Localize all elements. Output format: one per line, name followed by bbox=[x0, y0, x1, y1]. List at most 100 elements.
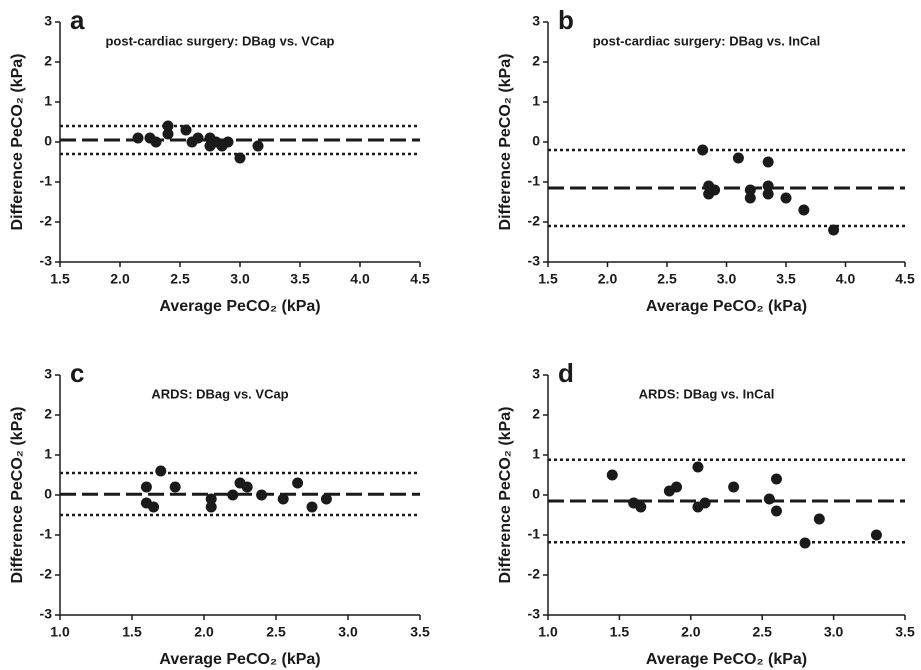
y-tick-label: -2 bbox=[40, 566, 53, 582]
y-tick-label: -2 bbox=[528, 566, 541, 582]
point bbox=[205, 493, 217, 505]
point bbox=[762, 180, 774, 192]
x-tick-label: 3.0 bbox=[338, 624, 358, 640]
chart-title: post-cardiac surgery: DBag vs. VCap bbox=[105, 33, 334, 48]
y-tick-label: 1 bbox=[44, 446, 52, 462]
x-tick-label: 2.5 bbox=[170, 271, 190, 287]
y-axis-title: Difference PeCO₂ (kPa) bbox=[497, 407, 514, 584]
point bbox=[671, 481, 683, 493]
point bbox=[169, 481, 181, 493]
y-tick-label: 2 bbox=[44, 53, 52, 69]
x-axis-title: Average PeCO₂ (kPa) bbox=[646, 651, 807, 668]
point bbox=[813, 513, 825, 525]
chart-title: ARDS: DBag vs. InCal bbox=[639, 386, 775, 401]
x-tick-label: 1.0 bbox=[50, 624, 70, 640]
point bbox=[697, 144, 709, 156]
point bbox=[192, 132, 204, 144]
x-tick-label: 1.0 bbox=[538, 624, 558, 640]
y-tick-label: -3 bbox=[40, 253, 53, 269]
y-tick-label: -2 bbox=[528, 213, 541, 229]
x-tick-label: 3.5 bbox=[410, 624, 430, 640]
chart-title: post-cardiac surgery: DBag vs. InCal bbox=[593, 33, 821, 48]
point bbox=[252, 140, 264, 152]
y-tick-label: 1 bbox=[532, 93, 540, 109]
point bbox=[306, 501, 318, 513]
point bbox=[732, 152, 744, 164]
y-tick-label: -3 bbox=[40, 606, 53, 622]
point bbox=[162, 128, 174, 140]
point bbox=[692, 461, 704, 473]
x-tick-label: 1.5 bbox=[122, 624, 142, 640]
y-tick-label: 1 bbox=[44, 93, 52, 109]
y-axis-title: Difference PeCO₂ (kPa) bbox=[497, 54, 514, 231]
point bbox=[606, 469, 618, 481]
x-tick-label: 3.0 bbox=[717, 271, 737, 287]
x-tick-label: 2.5 bbox=[752, 624, 772, 640]
x-tick-label: 3.5 bbox=[776, 271, 796, 287]
x-tick-label: 2.0 bbox=[110, 271, 130, 287]
x-tick-label: 3.0 bbox=[824, 624, 844, 640]
panel-letter: b bbox=[558, 5, 574, 35]
x-tick-label: 4.5 bbox=[895, 271, 915, 287]
point bbox=[828, 224, 840, 236]
panel-letter: c bbox=[70, 358, 84, 388]
panel-letter: a bbox=[70, 5, 85, 35]
point bbox=[770, 505, 782, 517]
y-tick-label: 0 bbox=[44, 133, 52, 149]
y-tick-label: 3 bbox=[44, 13, 52, 29]
point bbox=[770, 473, 782, 485]
x-axis-title: Average PeCO₂ (kPa) bbox=[159, 298, 320, 315]
point bbox=[320, 493, 332, 505]
y-tick-label: 2 bbox=[532, 406, 540, 422]
point bbox=[699, 497, 711, 509]
point bbox=[709, 184, 721, 196]
point bbox=[780, 192, 792, 204]
x-tick-label: 3.0 bbox=[230, 271, 250, 287]
x-tick-label: 2.0 bbox=[598, 271, 618, 287]
x-tick-label: 4.5 bbox=[410, 271, 430, 287]
x-tick-label: 4.0 bbox=[350, 271, 370, 287]
x-tick-label: 1.5 bbox=[50, 271, 70, 287]
point bbox=[162, 120, 174, 132]
point bbox=[140, 481, 152, 493]
point bbox=[227, 489, 239, 501]
point bbox=[762, 156, 774, 168]
y-tick-label: 3 bbox=[532, 13, 540, 29]
x-axis-title: Average PeCO₂ (kPa) bbox=[159, 651, 320, 668]
x-axis-title: Average PeCO₂ (kPa) bbox=[646, 298, 807, 315]
point bbox=[155, 465, 167, 477]
x-tick-label: 4.0 bbox=[836, 271, 856, 287]
y-axis-title: Difference PeCO₂ (kPa) bbox=[9, 54, 26, 231]
point bbox=[762, 188, 774, 200]
x-tick-label: 1.5 bbox=[610, 624, 630, 640]
point bbox=[180, 124, 192, 136]
x-tick-label: 3.5 bbox=[290, 271, 310, 287]
panel-letter: d bbox=[558, 358, 574, 388]
y-tick-label: -2 bbox=[40, 213, 53, 229]
point bbox=[635, 501, 647, 513]
point bbox=[241, 481, 253, 493]
x-tick-label: 2.5 bbox=[657, 271, 677, 287]
x-tick-label: 3.5 bbox=[895, 624, 915, 640]
y-tick-label: -1 bbox=[40, 173, 53, 189]
y-tick-label: -3 bbox=[528, 253, 541, 269]
y-tick-label: -1 bbox=[40, 526, 53, 542]
point bbox=[148, 501, 160, 513]
x-tick-label: 2.5 bbox=[266, 624, 286, 640]
y-tick-label: 2 bbox=[532, 53, 540, 69]
point bbox=[256, 489, 268, 501]
point bbox=[728, 481, 740, 493]
y-axis-title: Difference PeCO₂ (kPa) bbox=[9, 407, 26, 584]
point bbox=[234, 152, 246, 164]
point bbox=[744, 192, 756, 204]
x-tick-label: 1.5 bbox=[538, 271, 558, 287]
y-tick-label: 0 bbox=[532, 486, 540, 502]
y-tick-label: -3 bbox=[528, 606, 541, 622]
point bbox=[744, 184, 756, 196]
point bbox=[870, 529, 882, 541]
y-tick-label: 0 bbox=[532, 133, 540, 149]
point bbox=[798, 204, 810, 216]
y-tick-label: 3 bbox=[532, 366, 540, 382]
x-tick-label: 2.0 bbox=[194, 624, 214, 640]
